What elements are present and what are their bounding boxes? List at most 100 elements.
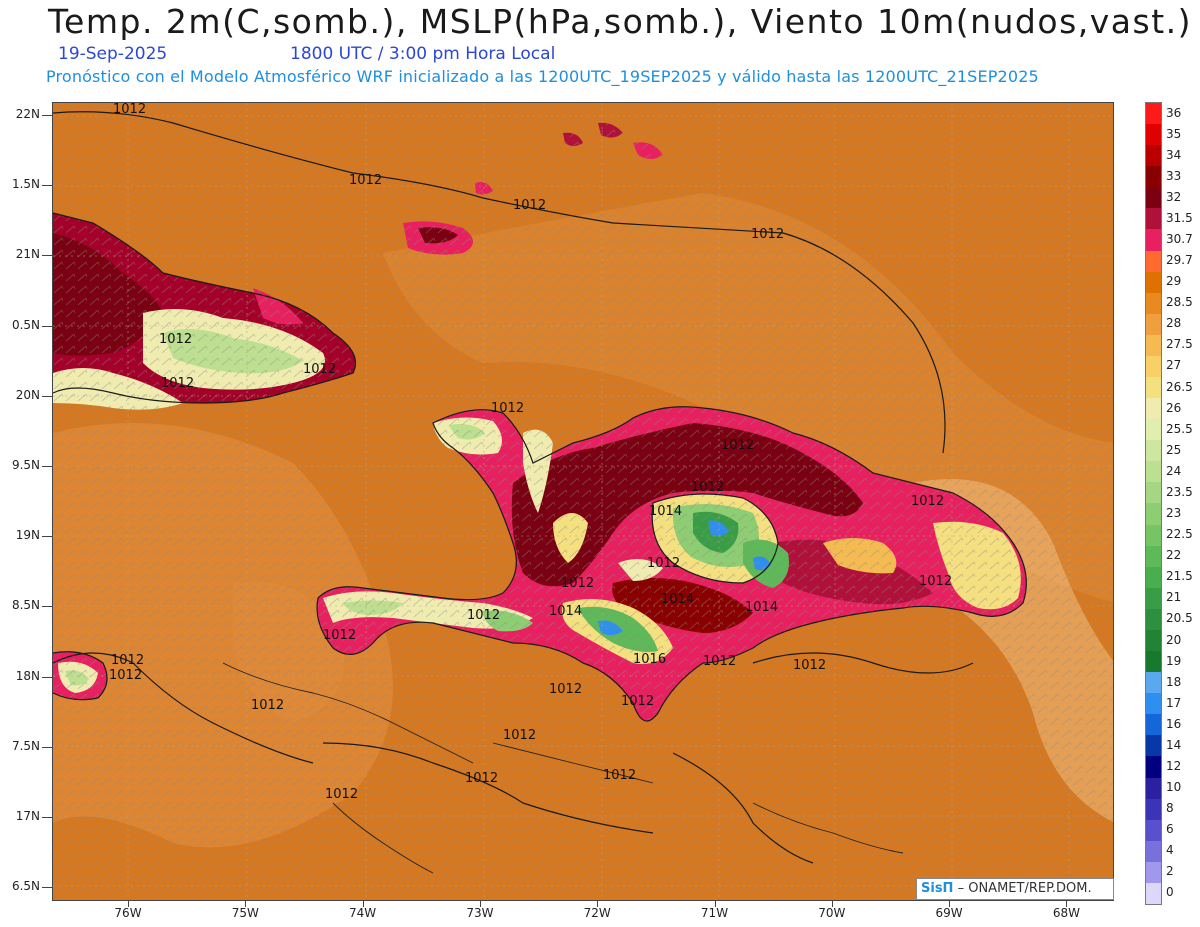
longitude-tick bbox=[949, 901, 950, 907]
latitude-tick bbox=[42, 536, 52, 537]
isobar-label: 1012 bbox=[793, 658, 826, 673]
latitude-label: 7.5N bbox=[0, 739, 40, 753]
colorbar-label: 29 bbox=[1166, 274, 1200, 288]
colorbar-label: 21.5 bbox=[1166, 569, 1200, 583]
isobar-label: 1014 bbox=[549, 604, 582, 619]
isobar-label: 1012 bbox=[251, 698, 284, 713]
colorbar-swatch bbox=[1146, 103, 1161, 124]
colorbar-label: 28.5 bbox=[1166, 295, 1200, 309]
colorbar-swatch bbox=[1146, 187, 1161, 208]
latitude-label: 19N bbox=[0, 528, 40, 542]
isobar-label: 1012 bbox=[303, 362, 336, 377]
colorbar-label: 33 bbox=[1166, 169, 1200, 183]
colorbar-swatch bbox=[1146, 461, 1161, 482]
colorbar-label: 20 bbox=[1166, 633, 1200, 647]
colorbar-swatch bbox=[1146, 293, 1161, 314]
latitude-label: 20N bbox=[0, 388, 40, 402]
credit-dash: – bbox=[958, 881, 969, 896]
latitude-label: 6.5N bbox=[0, 879, 40, 893]
latitude-label: 18N bbox=[0, 669, 40, 683]
colorbar-label: 22.5 bbox=[1166, 527, 1200, 541]
latitude-label: 0.5N bbox=[0, 318, 40, 332]
colorbar-label: 17 bbox=[1166, 696, 1200, 710]
forecast-date: 19-Sep-2025 bbox=[58, 44, 167, 64]
colorbar-swatch bbox=[1146, 546, 1161, 567]
colorbar-label: 22 bbox=[1166, 548, 1200, 562]
valid-time: 1800 UTC / 3:00 pm Hora Local bbox=[290, 44, 555, 64]
colorbar-label: 2 bbox=[1166, 864, 1200, 878]
longitude-label: 72W bbox=[577, 906, 617, 920]
colorbar-label: 12 bbox=[1166, 759, 1200, 773]
colorbar-label: 14 bbox=[1166, 738, 1200, 752]
colorbar-swatch bbox=[1146, 124, 1161, 145]
colorbar-swatch bbox=[1146, 735, 1161, 756]
latitude-tick bbox=[42, 817, 52, 818]
colorbar-label: 23.5 bbox=[1166, 485, 1200, 499]
colorbar-swatch bbox=[1146, 714, 1161, 735]
colorbar-swatch bbox=[1146, 166, 1161, 187]
colorbar-label: 27.5 bbox=[1166, 337, 1200, 351]
wind-barbs-layer bbox=[53, 103, 1114, 901]
latitude-label: 9.5N bbox=[0, 458, 40, 472]
longitude-tick bbox=[597, 901, 598, 907]
isobar-label: 1012 bbox=[111, 653, 144, 668]
colorbar-label: 24 bbox=[1166, 464, 1200, 478]
latitude-tick bbox=[42, 396, 52, 397]
colorbar-label: 30.7 bbox=[1166, 232, 1200, 246]
colorbar-label: 31.5 bbox=[1166, 211, 1200, 225]
latitude-tick bbox=[42, 255, 52, 256]
colorbar-label: 32 bbox=[1166, 190, 1200, 204]
latitude-tick bbox=[42, 747, 52, 748]
credit-org: ONAMET/REP.DOM. bbox=[968, 881, 1091, 896]
colorbar-label: 8 bbox=[1166, 801, 1200, 815]
colorbar-swatch bbox=[1146, 314, 1161, 335]
colorbar-label: 26.5 bbox=[1166, 380, 1200, 394]
isobar-label: 1012 bbox=[603, 768, 636, 783]
colorbar-label: 23 bbox=[1166, 506, 1200, 520]
longitude-label: 75W bbox=[225, 906, 265, 920]
isobar-label: 1012 bbox=[465, 771, 498, 786]
colorbar-label: 25 bbox=[1166, 443, 1200, 457]
colorbar-label: 29.7 bbox=[1166, 253, 1200, 267]
latitude-label: 1.5N bbox=[0, 177, 40, 191]
colorbar-swatch bbox=[1146, 799, 1161, 820]
colorbar-swatch bbox=[1146, 588, 1161, 609]
isobar-label: 1012 bbox=[159, 332, 192, 347]
colorbar-label: 36 bbox=[1166, 106, 1200, 120]
isobar-label: 1012 bbox=[691, 480, 724, 495]
colorbar-label: 26 bbox=[1166, 401, 1200, 415]
temperature-colorbar bbox=[1145, 102, 1162, 905]
longitude-label: 69W bbox=[929, 906, 969, 920]
model-info: Pronóstico con el Modelo Atmosférico WRF… bbox=[46, 67, 1039, 86]
longitude-label: 73W bbox=[460, 906, 500, 920]
latitude-label: 17N bbox=[0, 809, 40, 823]
isobar-label: 1016 bbox=[633, 652, 666, 667]
colorbar-label: 21 bbox=[1166, 590, 1200, 604]
longitude-label: 76W bbox=[108, 906, 148, 920]
latitude-label: 8.5N bbox=[0, 598, 40, 612]
isobar-label: 1012 bbox=[621, 694, 654, 709]
longitude-tick bbox=[1066, 901, 1067, 907]
colorbar-swatch bbox=[1146, 630, 1161, 651]
isobar-label: 1012 bbox=[113, 103, 146, 117]
colorbar-swatch bbox=[1146, 820, 1161, 841]
latitude-label: 22N bbox=[0, 107, 40, 121]
longitude-tick bbox=[832, 901, 833, 907]
latitude-tick bbox=[42, 606, 52, 607]
colorbar-swatch bbox=[1146, 651, 1161, 672]
isobar-label: 1012 bbox=[721, 438, 754, 453]
colorbar-swatch bbox=[1146, 883, 1161, 904]
colorbar-swatch bbox=[1146, 145, 1161, 166]
colorbar-label: 35 bbox=[1166, 127, 1200, 141]
colorbar-label: 19 bbox=[1166, 654, 1200, 668]
longitude-label: 70W bbox=[812, 906, 852, 920]
isobar-label: 1012 bbox=[325, 787, 358, 802]
colorbar-swatch bbox=[1146, 440, 1161, 461]
colorbar-label: 28 bbox=[1166, 316, 1200, 330]
longitude-tick bbox=[128, 901, 129, 907]
isobar-label: 1012 bbox=[491, 401, 524, 416]
colorbar-swatch bbox=[1146, 398, 1161, 419]
latitude-tick bbox=[42, 115, 52, 116]
colorbar-label: 25.5 bbox=[1166, 422, 1200, 436]
latitude-tick bbox=[42, 326, 52, 327]
